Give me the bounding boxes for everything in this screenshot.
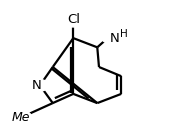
Text: H: H (120, 29, 127, 39)
Circle shape (102, 32, 115, 43)
Text: Cl: Cl (67, 13, 80, 26)
Circle shape (32, 79, 48, 91)
Text: Me: Me (12, 111, 30, 124)
Circle shape (65, 14, 82, 27)
Text: N: N (32, 79, 41, 92)
Text: N: N (110, 32, 120, 45)
Circle shape (18, 112, 31, 122)
